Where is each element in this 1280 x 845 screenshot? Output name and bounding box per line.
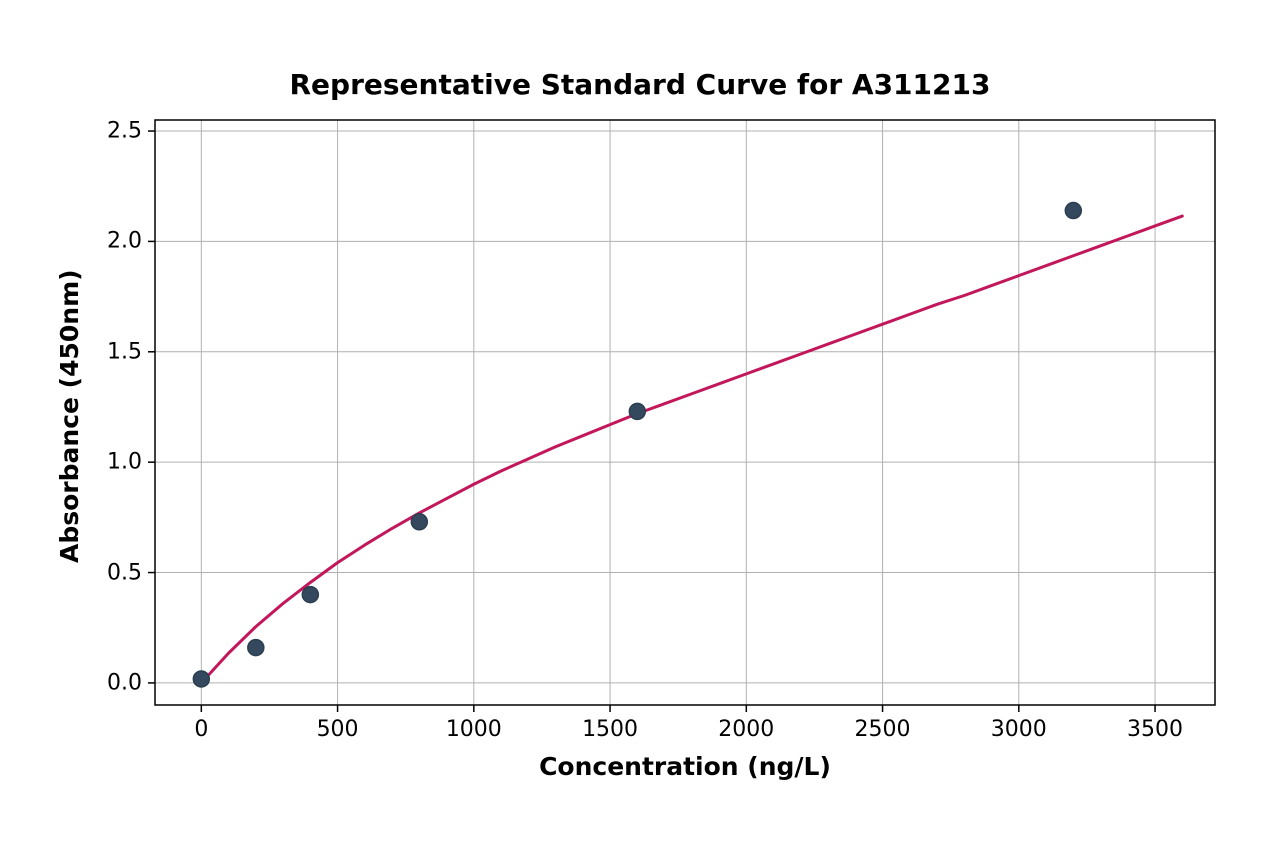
x-axis-label: Concentration (ng/L) [155,752,1215,781]
chart-title: Representative Standard Curve for A31121… [0,68,1280,101]
chart-container: Representative Standard Curve for A31121… [0,0,1280,845]
xtick-label: 2000 [718,717,774,742]
xtick-label: 500 [317,717,359,742]
xtick-label: 3000 [991,717,1047,742]
ytick-label: 0.0 [100,670,142,695]
ytick-label: 1.5 [100,339,142,364]
xtick-label: 3500 [1127,717,1183,742]
chart-svg [0,0,1280,845]
ytick-label: 0.5 [100,560,142,585]
xtick-label: 2500 [855,717,911,742]
ytick-label: 2.5 [100,119,142,144]
ytick-label: 2.0 [100,229,142,254]
ytick-label: 1.0 [100,450,142,475]
xtick-label: 1000 [446,717,502,742]
xtick-label: 0 [194,717,208,742]
xtick-label: 1500 [582,717,638,742]
y-axis-label: Absorbance (450nm) [55,269,84,563]
